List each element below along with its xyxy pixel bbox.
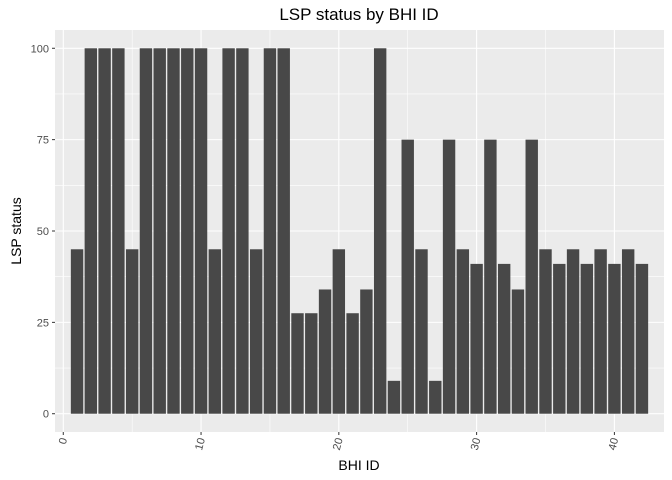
- bar: [222, 48, 235, 414]
- bar: [635, 263, 649, 414]
- x-tick-label: 40: [607, 437, 622, 452]
- bar: [181, 48, 194, 414]
- x-tick-label: 30: [469, 437, 484, 452]
- y-tick-label: 100: [31, 43, 49, 55]
- bar: [291, 313, 304, 414]
- x-axis-title: BHI ID: [338, 457, 379, 473]
- bar: [249, 249, 263, 414]
- x-tick-label: 20: [331, 437, 346, 452]
- bar: [277, 48, 290, 414]
- chart-title: LSP status by BHI ID: [279, 5, 438, 24]
- y-tick-label: 50: [37, 226, 49, 238]
- bar: [167, 48, 180, 414]
- bars: [70, 48, 649, 414]
- bar: [580, 263, 594, 414]
- bar: [525, 139, 538, 414]
- bar: [332, 249, 346, 414]
- bar: [112, 48, 125, 414]
- bar: [497, 263, 511, 414]
- bar: [84, 48, 98, 414]
- x-axis-ticks: 0 10 20 30 40: [57, 432, 621, 452]
- bar: [98, 48, 111, 414]
- bar: [194, 48, 208, 414]
- bar: [511, 289, 525, 414]
- bar: [346, 313, 359, 414]
- bar: [360, 289, 373, 414]
- bar: [594, 249, 607, 414]
- bar: [566, 249, 580, 414]
- bar: [470, 263, 483, 414]
- bar: [621, 249, 635, 414]
- bar: [70, 249, 84, 414]
- x-tick-label: 10: [193, 437, 208, 452]
- bar: [318, 289, 332, 414]
- bar: [387, 380, 401, 414]
- bar: [263, 48, 277, 414]
- y-tick-label: 25: [37, 317, 49, 329]
- bar: [125, 249, 139, 414]
- bar: [608, 263, 621, 414]
- y-tick-label: 75: [37, 135, 49, 147]
- bar: [553, 263, 566, 414]
- bar: [442, 139, 456, 414]
- bar: [208, 249, 222, 414]
- x-tick-label: 0: [57, 437, 70, 446]
- y-axis-ticks: 0 25 50 75 100: [31, 43, 55, 421]
- bar: [305, 313, 318, 414]
- bar: [153, 48, 166, 414]
- y-axis-title: LSP status: [8, 197, 24, 264]
- bar: [429, 380, 442, 414]
- bar: [236, 48, 249, 414]
- bar: [484, 139, 497, 414]
- bar: [415, 249, 428, 414]
- bar: [456, 249, 470, 414]
- bar: [401, 139, 414, 414]
- bar: [139, 48, 153, 414]
- bar: [373, 48, 387, 414]
- bar: [539, 249, 552, 414]
- y-tick-label: 0: [43, 409, 49, 421]
